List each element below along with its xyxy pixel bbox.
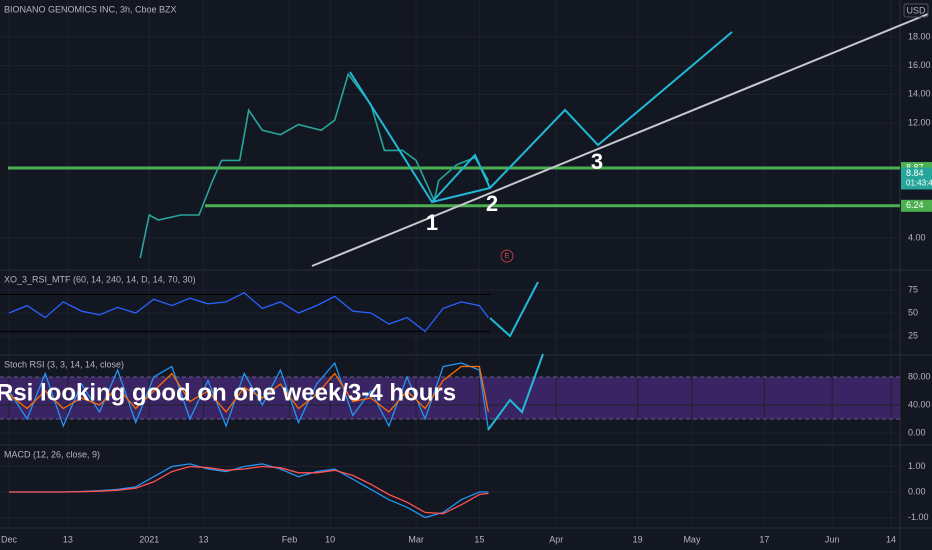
- wave-label: 2: [486, 191, 498, 216]
- event-marker[interactable]: [500, 249, 514, 263]
- y-tick-label: 16.00: [908, 60, 931, 70]
- y-tick-label: 50: [908, 307, 918, 317]
- y-tick-label: -1.00: [908, 512, 929, 522]
- price-tag-label: 8.87: [906, 162, 924, 172]
- panel-title: MACD (12, 26, close, 9): [4, 449, 100, 459]
- y-tick-label: 0.00: [908, 486, 926, 496]
- series-line: [9, 465, 489, 515]
- y-tick-label: 1.00: [908, 461, 926, 471]
- projection: [431, 31, 733, 203]
- x-tick-label: Mar: [408, 534, 424, 544]
- y-tick-label: 25: [908, 330, 918, 340]
- panel-title: Stoch RSI (3, 3, 14, 14, close): [4, 359, 124, 369]
- stoch-projection: [487, 353, 544, 431]
- x-tick-label: May: [683, 534, 701, 544]
- series-line: [8, 365, 490, 414]
- wave-label: 1: [426, 210, 438, 235]
- y-tick-label: 40.00: [908, 399, 931, 409]
- price-tag-label: 6.24: [906, 200, 924, 210]
- stoch-band: [0, 377, 900, 419]
- x-tick-label: 15: [474, 534, 484, 544]
- price-tag: [901, 167, 932, 190]
- y-tick-label: 14.00: [908, 89, 931, 99]
- x-tick-label: Jun: [825, 534, 840, 544]
- panel-title: XO_3_RSI_MTF (60, 14, 240, 14, D, 14, 70…: [4, 274, 196, 284]
- x-tick-label: 17: [759, 534, 769, 544]
- rsi-projection: [489, 281, 539, 338]
- x-tick-label: Apr: [549, 534, 563, 544]
- event-label[interactable]: E: [505, 253, 510, 260]
- currency: USD: [906, 5, 926, 15]
- series-line: [8, 361, 490, 430]
- currency-box: [903, 3, 929, 18]
- y-tick-label: 80.00: [908, 371, 931, 381]
- x-tick-label: 13: [63, 534, 73, 544]
- panel-title: BIONANO GENOMICS INC, 3h, Cboe BZX: [4, 4, 177, 14]
- price-tag-label: 8.84: [906, 168, 924, 178]
- series-line: [8, 291, 489, 333]
- x-tick-label: 14: [886, 534, 896, 544]
- x-tick-label: 13: [199, 534, 209, 544]
- wave-drawing: [349, 71, 491, 204]
- y-tick-label: 12.00: [908, 117, 931, 127]
- x-tick-label: 19: [633, 534, 643, 544]
- x-tick-label: 2021: [139, 534, 159, 544]
- trendline: [311, 13, 929, 267]
- x-tick-label: 10: [325, 534, 335, 544]
- wave-label: 3: [591, 149, 603, 174]
- y-tick-label: 0.00: [908, 427, 926, 437]
- countdown: 01:43:4: [906, 179, 932, 188]
- y-tick-label: 75: [908, 284, 918, 294]
- series-line: [139, 72, 490, 259]
- price-tag: [901, 199, 932, 212]
- y-tick-label: 18.00: [908, 31, 931, 41]
- x-tick-label: Feb: [282, 534, 298, 544]
- x-tick-label: Dec: [1, 534, 18, 544]
- y-tick-label: 4.00: [908, 232, 926, 242]
- overlay-text: Rsi looking good on one week/3-4 hours: [0, 379, 456, 406]
